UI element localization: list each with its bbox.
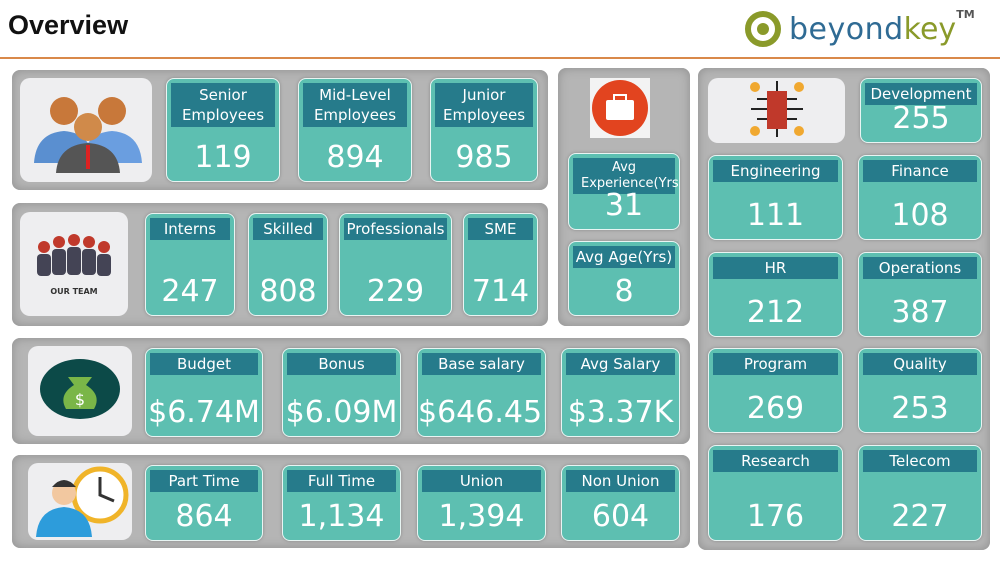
salary-icon-box: $ [28,346,132,436]
kpi-value: 247 [161,274,219,309]
kpi-label: Research [713,450,838,472]
kpi-value: 176 [746,499,805,534]
svg-text:OUR TEAM: OUR TEAM [50,287,97,296]
kpi-card-professionals: Professionals 229 [339,213,452,316]
employee-clock-icon [30,463,130,541]
team-icon-box: OUR TEAM [20,212,128,316]
kpi-label: Skilled [253,218,323,240]
kpi-label: Program [713,353,838,375]
kpi-card-sme: SME 714 [463,213,538,316]
kpi-card-skilled: Skilled 808 [248,213,328,316]
kpi-card-quality: Quality 253 [858,348,982,433]
kpi-label: Senior Employees [171,83,275,127]
kpi-card-operations: Operations 387 [858,252,982,337]
time-icon-box [28,463,132,540]
kpi-card-interns: Interns 247 [145,213,235,316]
kpi-label: Avg Experience(Yrs) [573,158,679,194]
kpi-card-avg-experience-yrs: Avg Experience(Yrs) 31 [568,153,680,230]
kpi-value: 269 [746,391,805,426]
kpi-value: 8 [614,274,634,309]
kpi-label: Junior Employees [435,83,533,127]
logo-text-key: key [903,11,957,47]
kpi-card-avg-age-yrs: Avg Age(Yrs) 8 [568,241,680,316]
logo-mark-icon [745,11,781,47]
kpi-value: 387 [891,295,949,330]
logo-tm: TM [956,8,975,21]
kpi-value: 31 [604,188,644,223]
kpi-label: Avg Age(Yrs) [573,246,675,268]
kpi-label: Full Time [287,470,396,492]
kpi-label: Bonus [287,353,396,375]
kpi-value: $6.09M [285,395,398,430]
kpi-value: 212 [746,295,805,330]
kpi-card-hr: HR 212 [708,252,843,337]
kpi-card-budget: Budget $6.74M [145,348,263,437]
kpi-label: Finance [863,160,977,182]
logo-text: beyond [789,11,904,47]
kpi-label: Telecom [863,450,977,472]
kpi-label: Quality [863,353,977,375]
kpi-value: 119 [194,140,252,175]
kpi-label: Base salary [422,353,541,375]
kpi-card-base-salary: Base salary $646.45K [417,348,546,437]
kpi-card-non-union: Non Union 604 [561,465,680,541]
kpi-label: Interns [150,218,230,240]
kpi-value: 111 [746,198,805,233]
kpi-value: 255 [892,101,950,136]
kpi-value: 108 [891,198,949,233]
kpi-card-part-time: Part Time 864 [145,465,263,541]
kpi-value: 227 [891,499,949,534]
money-bag-icon: $ [38,357,122,425]
kpi-card-senior-employees: Senior Employees 119 [166,78,280,182]
kpi-value: 864 [175,499,233,534]
kpi-card-development: Development 255 [860,78,982,143]
kpi-value: 985 [455,140,513,175]
kpi-label: Budget [150,353,258,375]
kpi-card-finance: Finance 108 [858,155,982,240]
kpi-label: Development [865,83,977,105]
kpi-label: Engineering [713,160,838,182]
kpi-card-union: Union 1,394 [417,465,546,541]
kpi-card-engineering: Engineering 111 [708,155,843,240]
kpi-label: Operations [863,257,977,279]
kpi-label: Avg Salary [566,353,675,375]
kpi-value: 1,134 [298,499,385,534]
svg-text:$: $ [75,390,85,409]
kpi-label: Part Time [150,470,258,492]
kpi-label: Mid-Level Employees [303,83,407,127]
kpi-value: 894 [326,140,384,175]
page-title: Overview [8,10,129,40]
kpi-card-avg-salary: Avg Salary $3.37K [561,348,680,437]
kpi-label: HR [713,257,838,279]
kpi-value: 808 [259,274,317,309]
kpi-value: $3.37K [567,395,674,430]
departments-icon-box [708,78,845,143]
people-group-icon [26,83,146,177]
kpi-value: 714 [471,274,530,309]
levels-icon-box [20,78,152,182]
our-team-icon: OUR TEAM [29,222,119,306]
header-divider [0,57,1000,59]
kpi-value: 229 [366,274,425,309]
kpi-label: Professionals [344,218,447,240]
beyondkey-logo: beyond key TM [745,8,975,50]
kpi-label: Union [422,470,541,492]
kpi-card-telecom: Telecom 227 [858,445,982,541]
kpi-value: $646.45K [418,395,545,430]
kpi-card-junior-employees: Junior Employees 985 [430,78,538,182]
kpi-label: SME [468,218,533,240]
kpi-value: 1,394 [438,499,525,534]
kpi-card-bonus: Bonus $6.09M [282,348,401,437]
kpi-value: 253 [891,391,949,426]
organization-network-icon [747,79,807,143]
kpi-label: Non Union [566,470,675,492]
kpi-card-mid-level-employees: Mid-Level Employees 894 [298,78,412,182]
kpi-value: $6.74M [148,395,260,430]
kpi-card-program: Program 269 [708,348,843,433]
kpi-card-full-time: Full Time 1,134 [282,465,401,541]
kpi-value: 604 [591,499,650,534]
kpi-card-research: Research 176 [708,445,843,541]
experience-icon-box [590,78,650,142]
briefcase-icon [590,78,650,142]
